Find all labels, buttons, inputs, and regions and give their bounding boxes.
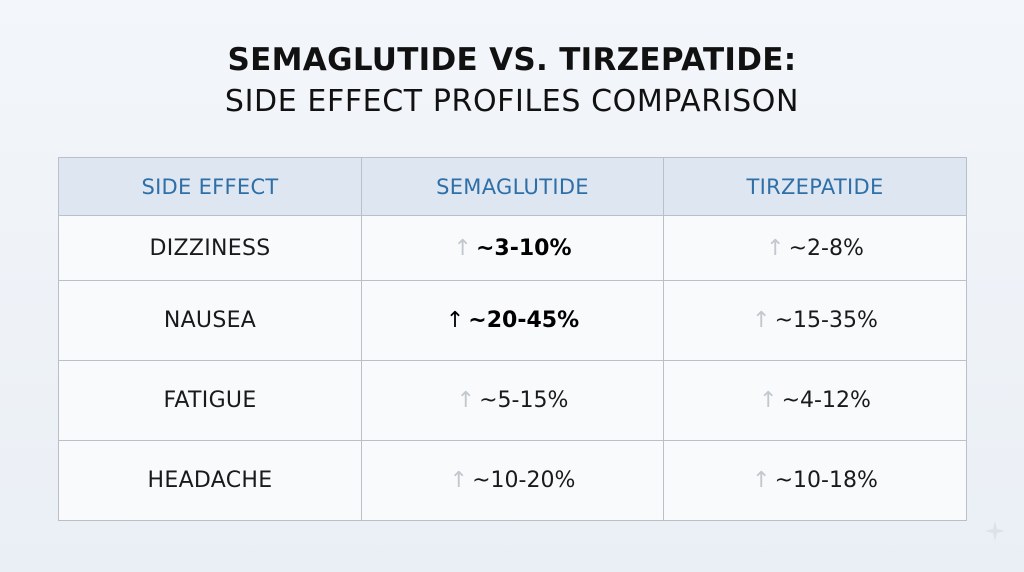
semaglutide-cell: ↑ ~10-20% [361,440,664,521]
table-header-row: SIDE EFFECT SEMAGLUTIDE TIRZEPATIDE [58,157,967,216]
tirzepatide-value: ~4-12% [781,388,871,413]
page-subtitle: SIDE EFFECT PROFILES COMPARISON [224,84,800,119]
column-header-tirzepatide: TIRZEPATIDE [663,157,967,216]
column-header-side-effect: SIDE EFFECT [58,157,362,216]
tirzepatide-cell: ↑ ~2-8% [663,215,967,281]
up-arrow-icon: ↑ [449,468,469,493]
tirzepatide-cell: ↑ ~4-12% [663,360,967,441]
up-arrow-icon: ↑ [453,235,472,261]
tirzepatide-cell: ↑ ~10-18% [663,440,967,521]
semaglutide-value: ~10-20% [472,468,576,493]
up-arrow-icon: ↑ [766,235,785,261]
side-effect-label: NAUSEA [58,280,362,361]
table-row: DIZZINESS ↑ ~3-10% ↑ ~2-8% [58,215,967,281]
table-row: NAUSEA ↑ ~20-45% ↑ ~15-35% [58,280,967,361]
up-arrow-icon: ↑ [752,308,771,333]
column-header-semaglutide: SEMAGLUTIDE [361,157,664,216]
side-effect-label: DIZZINESS [58,215,362,281]
side-effect-label: FATIGUE [58,360,362,441]
semaglutide-value: ~5-15% [479,388,569,413]
tirzepatide-value: ~10-18% [774,468,878,493]
up-arrow-icon: ↑ [752,468,771,493]
page-title: SEMAGLUTIDE VS. TIRZEPATIDE: [227,42,797,78]
tirzepatide-value: ~15-35% [774,308,878,333]
semaglutide-cell: ↑ ~5-15% [361,360,664,441]
semaglutide-value: ~3-10% [475,235,572,261]
table-row: FATIGUE ↑ ~5-15% ↑ ~4-12% [58,360,967,441]
tirzepatide-cell: ↑ ~15-35% [663,280,967,361]
semaglutide-value: ~20-45% [468,308,580,333]
up-arrow-icon: ↑ [456,388,476,413]
tirzepatide-value: ~2-8% [788,235,864,261]
semaglutide-cell: ↑ ~20-45% [361,280,664,361]
up-arrow-icon: ↑ [445,308,465,333]
sparkle-icon [984,520,1006,542]
semaglutide-cell: ↑ ~3-10% [361,215,664,281]
up-arrow-icon: ↑ [759,388,778,413]
table-row: HEADACHE ↑ ~10-20% ↑ ~10-18% [58,440,967,521]
comparison-table: SIDE EFFECT SEMAGLUTIDE TIRZEPATIDE DIZZ… [58,157,967,521]
side-effect-label: HEADACHE [58,440,362,521]
sparkle-icon-shape [985,521,1005,541]
